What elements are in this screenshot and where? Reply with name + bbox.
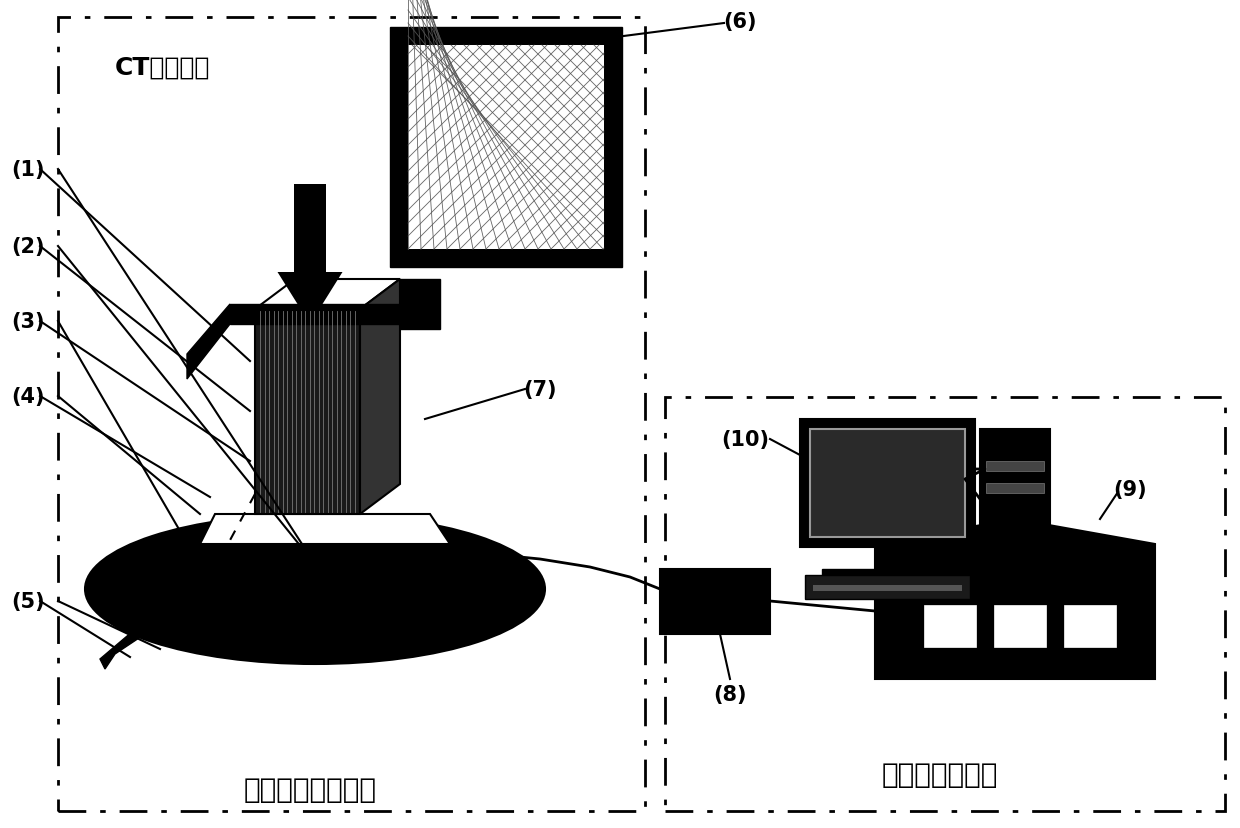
Bar bbox=[391, 28, 622, 267]
Bar bbox=[810, 430, 965, 537]
Bar bbox=[924, 605, 976, 647]
FancyArrow shape bbox=[278, 185, 342, 325]
Bar bbox=[408, 46, 604, 250]
Bar bbox=[994, 605, 1047, 647]
Text: CT扯描系统: CT扯描系统 bbox=[115, 56, 211, 80]
Bar bbox=[805, 575, 970, 599]
Text: (7): (7) bbox=[523, 379, 557, 400]
Polygon shape bbox=[360, 280, 401, 514]
Text: (1): (1) bbox=[11, 160, 45, 180]
Bar bbox=[980, 430, 1050, 565]
Text: (8): (8) bbox=[713, 684, 746, 704]
Text: (3): (3) bbox=[11, 311, 45, 331]
Polygon shape bbox=[255, 280, 401, 310]
Text: (5): (5) bbox=[11, 591, 45, 611]
Polygon shape bbox=[100, 570, 215, 669]
Text: (10): (10) bbox=[720, 430, 769, 450]
Bar bbox=[822, 570, 952, 580]
Polygon shape bbox=[229, 305, 425, 325]
Bar bbox=[660, 570, 770, 634]
Bar bbox=[813, 585, 962, 591]
Polygon shape bbox=[200, 514, 450, 544]
Bar bbox=[986, 461, 1044, 471]
Bar bbox=[665, 397, 1225, 811]
Bar bbox=[1064, 605, 1116, 647]
Polygon shape bbox=[875, 519, 1154, 679]
Text: (6): (6) bbox=[723, 12, 756, 32]
Bar bbox=[58, 18, 645, 811]
Text: (4): (4) bbox=[11, 387, 45, 407]
Text: (2): (2) bbox=[11, 237, 45, 257]
Text: 声发射监测系统: 声发射监测系统 bbox=[882, 760, 998, 788]
Bar bbox=[878, 547, 897, 570]
Text: (9): (9) bbox=[1114, 479, 1147, 499]
Polygon shape bbox=[187, 305, 229, 379]
Polygon shape bbox=[401, 280, 440, 330]
Bar bbox=[986, 484, 1044, 493]
Ellipse shape bbox=[86, 514, 546, 664]
Bar bbox=[800, 420, 975, 547]
Text: 单轴原位加载系统: 单轴原位加载系统 bbox=[243, 775, 377, 803]
Bar bbox=[255, 310, 360, 514]
